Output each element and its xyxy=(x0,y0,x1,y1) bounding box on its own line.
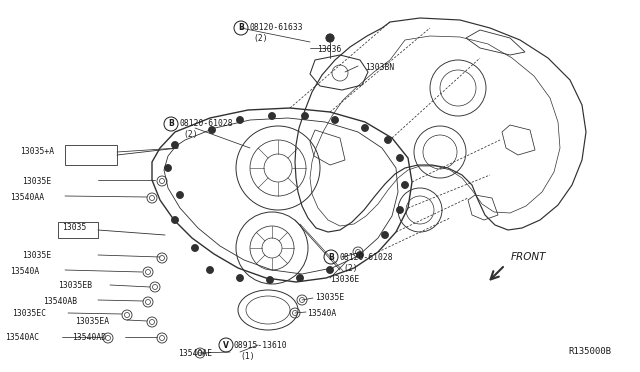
Circle shape xyxy=(209,126,216,134)
Text: B: B xyxy=(328,253,334,262)
Text: 13540AA: 13540AA xyxy=(10,192,44,202)
Circle shape xyxy=(326,266,333,273)
Text: V: V xyxy=(223,340,229,350)
Text: 13540AC: 13540AC xyxy=(5,334,39,343)
Text: FRONT: FRONT xyxy=(511,252,547,262)
Text: 08120-61028: 08120-61028 xyxy=(340,253,394,262)
Text: 13540A: 13540A xyxy=(307,308,336,317)
Text: 13035E: 13035E xyxy=(315,294,344,302)
Circle shape xyxy=(356,251,364,259)
Bar xyxy=(58,222,98,238)
Text: (1): (1) xyxy=(240,352,255,360)
Text: (2): (2) xyxy=(253,35,268,44)
Bar xyxy=(65,145,117,165)
Text: 13540AE: 13540AE xyxy=(178,349,212,357)
Text: 08120-61633: 08120-61633 xyxy=(250,23,303,32)
Text: 13036E: 13036E xyxy=(330,275,359,283)
Circle shape xyxy=(269,112,275,119)
Circle shape xyxy=(296,275,303,282)
Circle shape xyxy=(207,266,214,273)
Text: 08120-61028: 08120-61028 xyxy=(180,119,234,128)
Text: (2): (2) xyxy=(183,131,198,140)
Circle shape xyxy=(381,231,388,238)
Circle shape xyxy=(177,192,184,199)
Text: 13035E: 13035E xyxy=(22,176,51,186)
Text: 13540AB: 13540AB xyxy=(43,296,77,305)
Text: 08915-13610: 08915-13610 xyxy=(234,340,287,350)
Text: 13035EC: 13035EC xyxy=(12,310,46,318)
Circle shape xyxy=(237,116,243,124)
Circle shape xyxy=(301,112,308,119)
Text: 13035E: 13035E xyxy=(22,251,51,260)
Circle shape xyxy=(266,276,273,283)
Circle shape xyxy=(332,116,339,124)
Text: R135000B: R135000B xyxy=(568,347,611,356)
Circle shape xyxy=(397,154,403,161)
Circle shape xyxy=(237,275,243,282)
Circle shape xyxy=(191,244,198,251)
Text: (2): (2) xyxy=(343,263,358,273)
Text: 13035EA: 13035EA xyxy=(75,317,109,326)
Circle shape xyxy=(401,182,408,189)
Text: 13035EB: 13035EB xyxy=(58,282,92,291)
Circle shape xyxy=(362,125,369,131)
Circle shape xyxy=(172,217,179,224)
Text: 13540A: 13540A xyxy=(10,266,39,276)
Text: 13035: 13035 xyxy=(62,224,86,232)
Circle shape xyxy=(397,206,403,214)
Text: 1303BN: 1303BN xyxy=(365,62,394,71)
Text: B: B xyxy=(168,119,174,128)
Text: B: B xyxy=(238,23,244,32)
Circle shape xyxy=(385,137,392,144)
Circle shape xyxy=(172,141,179,148)
Circle shape xyxy=(326,34,334,42)
Text: 13036: 13036 xyxy=(317,45,341,55)
Circle shape xyxy=(164,164,172,171)
Text: 13540AD: 13540AD xyxy=(72,334,106,343)
Text: 13035+A: 13035+A xyxy=(20,148,54,157)
